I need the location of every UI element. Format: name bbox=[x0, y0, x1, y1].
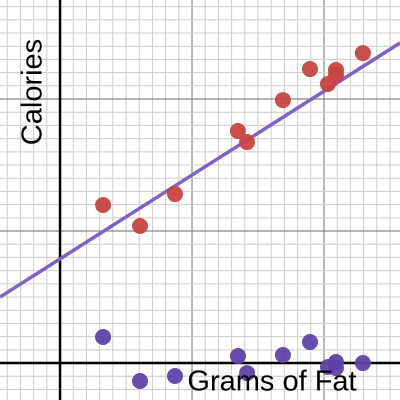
data-point bbox=[301, 334, 318, 351]
data-point bbox=[327, 360, 344, 377]
data-point bbox=[239, 134, 256, 151]
y-axis-label: Calories bbox=[17, 39, 49, 145]
x-axis-label: Grams of Fat bbox=[187, 366, 356, 398]
data-point bbox=[132, 218, 149, 235]
data-point bbox=[239, 365, 256, 382]
data-point bbox=[274, 92, 291, 109]
data-point bbox=[95, 329, 112, 346]
data-point bbox=[301, 61, 318, 78]
data-point bbox=[95, 197, 112, 214]
data-point bbox=[166, 367, 183, 384]
data-point bbox=[229, 122, 246, 139]
data-point bbox=[354, 45, 371, 62]
data-point bbox=[354, 355, 371, 372]
data-point bbox=[327, 66, 344, 83]
data-point bbox=[166, 186, 183, 203]
data-point bbox=[229, 348, 246, 365]
data-point bbox=[132, 372, 149, 389]
data-point bbox=[274, 346, 291, 363]
